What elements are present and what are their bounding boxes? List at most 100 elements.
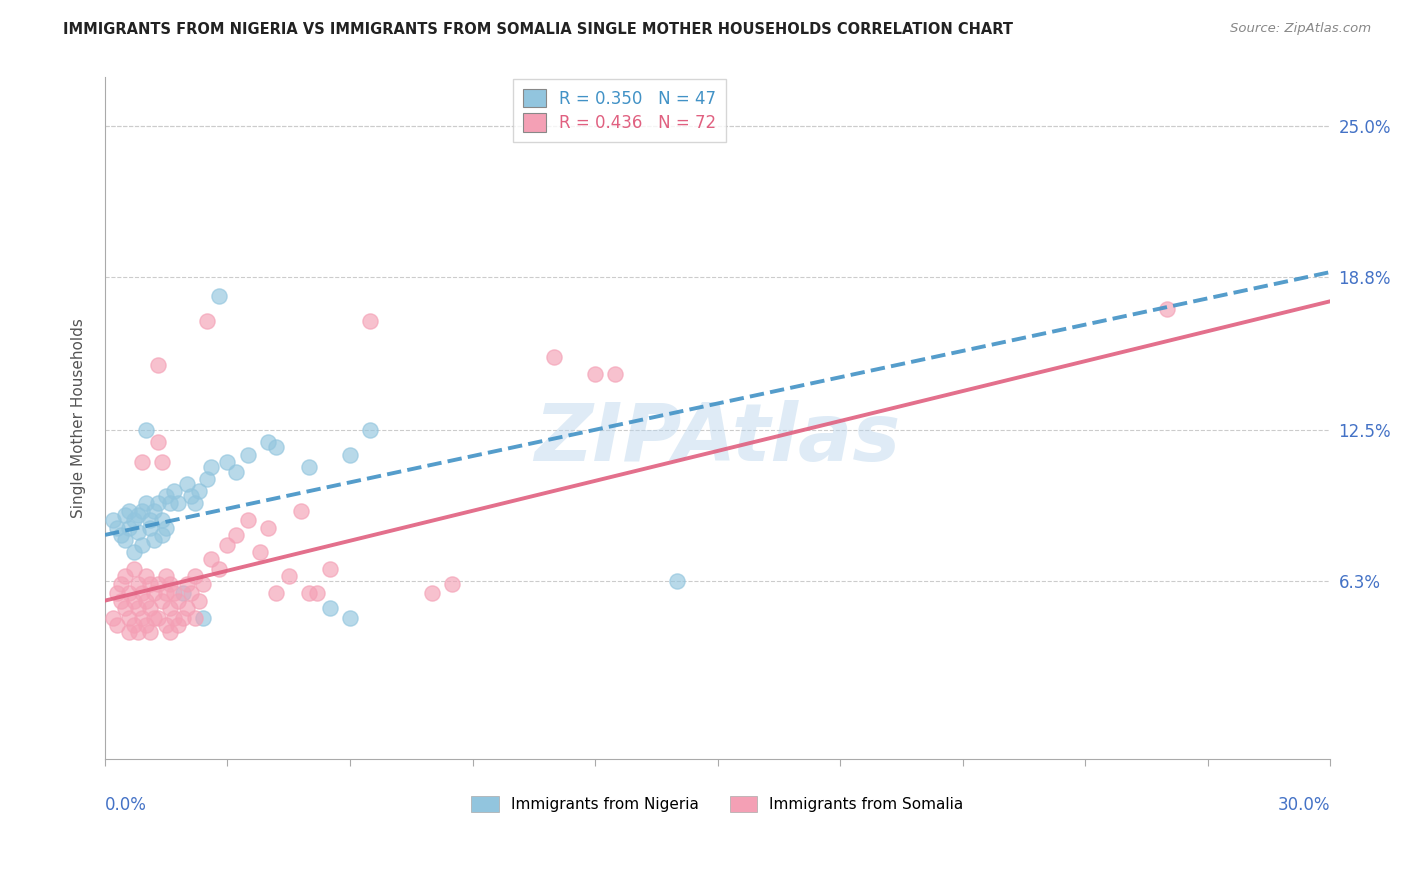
Point <box>359 314 381 328</box>
Point <box>146 358 169 372</box>
Y-axis label: Single Mother Households: Single Mother Households <box>72 318 86 518</box>
Point <box>176 601 198 615</box>
Point <box>184 496 207 510</box>
Text: Source: ZipAtlas.com: Source: ZipAtlas.com <box>1230 22 1371 36</box>
Point <box>359 423 381 437</box>
Point <box>298 586 321 600</box>
Point <box>163 484 186 499</box>
Point <box>155 618 177 632</box>
Point <box>127 525 149 540</box>
Point <box>191 610 214 624</box>
Point <box>180 489 202 503</box>
Point <box>225 465 247 479</box>
Point <box>118 625 141 640</box>
Point <box>114 569 136 583</box>
Point <box>131 455 153 469</box>
Point <box>172 586 194 600</box>
Point <box>143 533 166 547</box>
Point <box>217 455 239 469</box>
Text: IMMIGRANTS FROM NIGERIA VS IMMIGRANTS FROM SOMALIA SINGLE MOTHER HOUSEHOLDS CORR: IMMIGRANTS FROM NIGERIA VS IMMIGRANTS FR… <box>63 22 1014 37</box>
Point <box>143 503 166 517</box>
Point <box>110 593 132 607</box>
Point <box>176 476 198 491</box>
Point <box>217 538 239 552</box>
Point <box>257 435 280 450</box>
Point <box>257 520 280 534</box>
Point <box>339 610 361 624</box>
Point <box>277 569 299 583</box>
Point <box>236 448 259 462</box>
Point <box>187 484 209 499</box>
Point <box>163 586 186 600</box>
Point <box>143 610 166 624</box>
Point <box>339 448 361 462</box>
Point <box>249 545 271 559</box>
Point <box>543 351 565 365</box>
Point <box>131 610 153 624</box>
Point <box>420 586 443 600</box>
Point <box>200 459 222 474</box>
Point <box>101 610 124 624</box>
Point <box>118 586 141 600</box>
Point <box>139 601 162 615</box>
Point <box>114 601 136 615</box>
Point <box>146 576 169 591</box>
Point <box>167 618 190 632</box>
Point <box>146 610 169 624</box>
Point <box>105 586 128 600</box>
Point <box>139 625 162 640</box>
Point <box>122 545 145 559</box>
Legend: R = 0.350   N = 47, R = 0.436   N = 72: R = 0.350 N = 47, R = 0.436 N = 72 <box>513 79 727 142</box>
Point <box>139 576 162 591</box>
Point <box>118 520 141 534</box>
Point <box>127 625 149 640</box>
Point <box>184 610 207 624</box>
Point <box>176 576 198 591</box>
Point <box>184 569 207 583</box>
Point <box>122 562 145 576</box>
Point <box>195 314 218 328</box>
Point <box>159 601 181 615</box>
Point <box>172 610 194 624</box>
Point <box>110 576 132 591</box>
Point <box>150 513 173 527</box>
Point <box>127 576 149 591</box>
Point <box>167 593 190 607</box>
Point <box>105 520 128 534</box>
Point <box>143 586 166 600</box>
Point <box>105 618 128 632</box>
Point <box>118 610 141 624</box>
Point <box>266 440 288 454</box>
Point <box>155 520 177 534</box>
Point <box>200 552 222 566</box>
Point <box>1156 301 1178 316</box>
Point <box>122 593 145 607</box>
Point <box>139 513 162 527</box>
Point <box>298 459 321 474</box>
Point <box>191 576 214 591</box>
Point <box>114 533 136 547</box>
Point <box>180 586 202 600</box>
Point <box>318 601 340 615</box>
Point <box>127 601 149 615</box>
Point <box>122 618 145 632</box>
Point <box>208 289 231 303</box>
Point <box>139 520 162 534</box>
Point <box>159 496 181 510</box>
Point <box>155 586 177 600</box>
Point <box>118 503 141 517</box>
Point <box>195 472 218 486</box>
Point <box>441 576 464 591</box>
Point <box>150 528 173 542</box>
Point <box>605 368 627 382</box>
Point <box>131 586 153 600</box>
Point <box>236 513 259 527</box>
Point <box>114 508 136 523</box>
Point <box>122 513 145 527</box>
Point <box>290 503 312 517</box>
Point <box>135 593 157 607</box>
Point <box>135 618 157 632</box>
Point <box>101 513 124 527</box>
Point <box>266 586 288 600</box>
Point <box>159 576 181 591</box>
